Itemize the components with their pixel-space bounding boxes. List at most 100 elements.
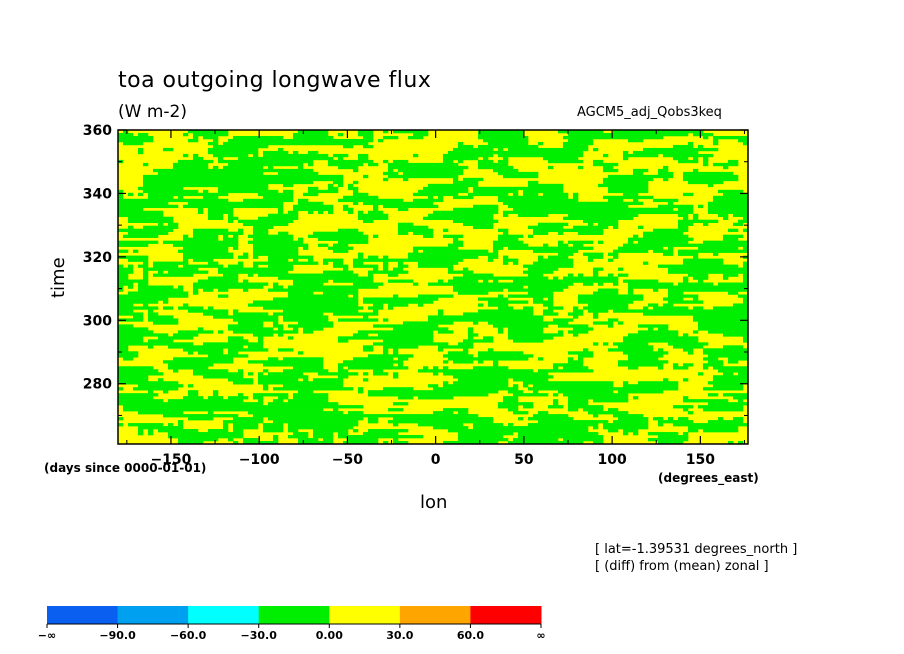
field-patch: [703, 357, 719, 361]
field-patch: [623, 150, 629, 155]
field-patch: [573, 327, 594, 331]
field-patch: [443, 360, 449, 364]
field-patch: [188, 309, 229, 313]
field-patch: [613, 249, 649, 253]
field-patch: [303, 330, 314, 334]
field-patch: [533, 384, 614, 388]
field-patch: [743, 264, 749, 268]
field-patch: [258, 339, 264, 343]
colorbar-swatch: [399, 606, 471, 624]
field-patch: [373, 369, 384, 373]
plot-frame: [117, 129, 749, 445]
field-patch: [538, 411, 549, 415]
field-patch: [488, 300, 529, 304]
field-patch: [578, 231, 604, 235]
field-patch: [318, 210, 324, 215]
field-patch: [478, 162, 509, 167]
field-patch: [228, 396, 249, 400]
field-patch: [673, 144, 694, 149]
field-patch: [408, 255, 479, 259]
field-patch: [508, 204, 629, 209]
field-patch: [578, 297, 644, 301]
y-tick-label: 300: [83, 313, 112, 329]
field-patch: [153, 261, 189, 265]
y-axis-label: time: [48, 257, 69, 298]
field-patch: [568, 408, 579, 412]
field-patch: [383, 171, 399, 176]
field-patch: [358, 216, 389, 221]
field-patch: [708, 204, 749, 209]
field-patch: [213, 390, 219, 394]
field-patch: [658, 441, 684, 445]
field-patch: [283, 189, 294, 194]
field-patch: [703, 162, 709, 167]
field-patch: [573, 315, 579, 319]
field-patch: [568, 351, 594, 355]
field-patch: [508, 336, 554, 340]
field-patch: [163, 390, 169, 394]
field-patch: [168, 399, 244, 403]
field-patch: [348, 366, 409, 370]
field-patch: [308, 234, 369, 238]
field-patch: [158, 336, 194, 340]
field-patch: [388, 273, 399, 277]
field-patch: [733, 303, 749, 307]
field-patch: [248, 372, 254, 376]
field-patch: [508, 330, 544, 334]
field-patch: [118, 132, 134, 137]
field-patch: [518, 213, 549, 218]
field-patch: [468, 327, 474, 331]
field-patch: [573, 195, 579, 200]
field-patch: [743, 246, 749, 250]
y-axis-units: (days since 0000-01-01): [44, 461, 207, 475]
field-patch: [293, 132, 329, 137]
field-patch: [233, 246, 239, 250]
field-patch: [263, 363, 324, 367]
field-patch: [143, 276, 149, 280]
field-patch: [568, 360, 584, 364]
field-patch: [168, 366, 209, 370]
field-patch: [133, 249, 139, 253]
field-patch: [688, 411, 694, 415]
field-patch: [313, 429, 349, 433]
field-patch: [613, 282, 619, 286]
field-patch: [528, 423, 599, 427]
field-patch: [273, 399, 284, 403]
field-patch: [208, 411, 214, 415]
field-patch: [708, 210, 749, 215]
field-patch: [693, 315, 749, 319]
field-patch: [643, 231, 684, 235]
x-tick-label: 150: [686, 452, 715, 468]
field-patch: [718, 213, 729, 218]
field-patch: [413, 198, 444, 203]
field-patch: [288, 429, 299, 433]
field-patch: [473, 186, 564, 191]
x-tick-label: −100: [239, 452, 280, 468]
field-patch: [638, 240, 689, 244]
field-patch: [658, 420, 694, 424]
field-patch: [308, 210, 314, 215]
field-patch: [258, 372, 264, 376]
field-patch: [263, 387, 269, 391]
field-patch: [398, 264, 409, 268]
field-patch: [248, 303, 359, 307]
field-patch: [528, 234, 534, 238]
field-patch: [678, 282, 714, 286]
field-patch: [258, 336, 264, 340]
field-patch: [178, 441, 204, 445]
field-patch: [628, 288, 634, 292]
field-patch: [538, 258, 574, 262]
field-patch: [438, 345, 474, 349]
field-patch: [528, 180, 539, 185]
field-patch: [703, 366, 709, 370]
field-patch: [188, 130, 229, 134]
field-patch: [478, 144, 539, 149]
field-patch: [183, 246, 229, 250]
field-patch: [208, 396, 224, 400]
field-patch: [743, 261, 749, 265]
field-patch: [338, 156, 344, 161]
field-patch: [703, 363, 724, 367]
field-patch: [288, 426, 354, 430]
field-patch: [268, 372, 304, 376]
field-patch: [288, 399, 329, 403]
